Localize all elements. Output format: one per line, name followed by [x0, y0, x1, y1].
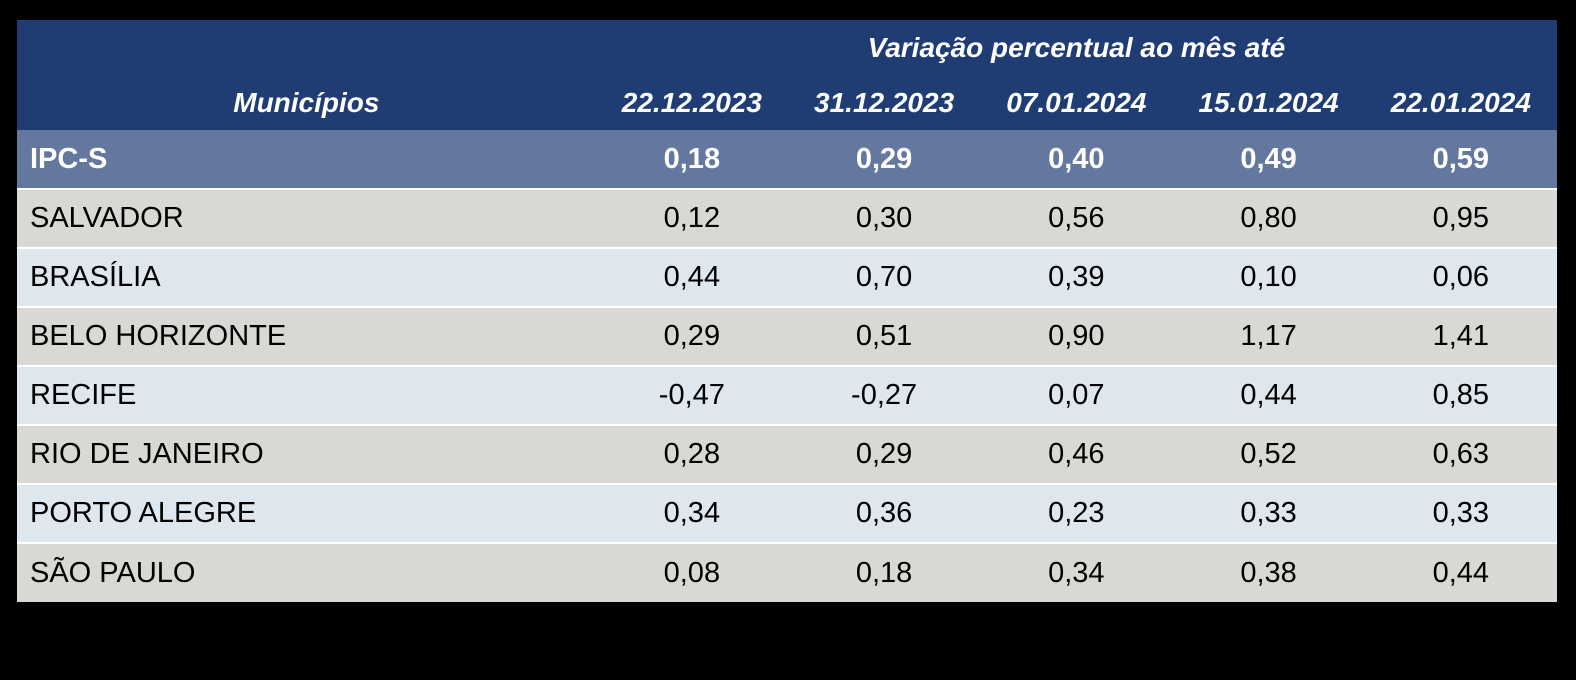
table-row: BELO HORIZONTE 0,29 0,51 0,90 1,17 1,41 [17, 307, 1557, 366]
table-cell: 0,38 [1240, 556, 1297, 589]
table-cell: 0,33 [1432, 497, 1490, 529]
table-cell: 1,17 [1240, 320, 1297, 352]
row-label: SALVADOR [30, 202, 184, 234]
column-header-date-3: 07.01.2024 [980, 75, 1173, 130]
table-cell: 0,08 [663, 556, 721, 589]
column-header-date-1: 22.12.2023 [595, 75, 788, 130]
table-cell: 0,90 [1048, 320, 1105, 352]
table-cell: 0,29 [855, 438, 913, 470]
column-header-row: Municípios 22.12.2023 31.12.2023 07.01.2… [17, 75, 1557, 130]
table-cell: 0,70 [855, 261, 913, 293]
table-cell: 0,07 [1048, 379, 1105, 411]
table-cell: 0,44 [1240, 379, 1297, 411]
table-cell: 0,18 [855, 556, 913, 589]
table-cell: 0,95 [1432, 202, 1490, 234]
column-header-date-2: 31.12.2023 [787, 75, 981, 130]
table-cell: 0,49 [1240, 142, 1297, 175]
table-row: SALVADOR 0,12 0,30 0,56 0,80 0,95 [17, 189, 1557, 248]
table-cell: 0,56 [1048, 202, 1105, 234]
table-cell: 0,39 [1048, 261, 1105, 293]
table-row: BRASÍLIA 0,44 0,70 0,39 0,10 0,06 [17, 248, 1557, 307]
table-row: PORTO ALEGRE 0,34 0,36 0,23 0,33 0,33 [17, 484, 1557, 543]
table-cell: 0,80 [1240, 202, 1297, 234]
table-cell: 0,18 [663, 142, 721, 175]
table-cell: 0,06 [1432, 261, 1490, 293]
table-cell: 0,12 [663, 202, 721, 234]
table-title: Variação percentual ao mês até [595, 20, 1557, 75]
row-label: IPC-S [30, 142, 108, 175]
table-cell: 0,23 [1048, 497, 1105, 529]
row-label: BRASÍLIA [30, 261, 161, 293]
table-row: RIO DE JANEIRO 0,28 0,29 0,46 0,52 0,63 [17, 425, 1557, 484]
row-label: PORTO ALEGRE [30, 497, 257, 529]
table-cell: 0,44 [1432, 556, 1490, 589]
column-header-date-5: 22.01.2024 [1364, 75, 1557, 130]
column-header-date-4: 15.01.2024 [1172, 75, 1365, 130]
ipcs-variation-table: Variação percentual ao mês até Município… [17, 20, 1557, 602]
table-cell: 0,40 [1048, 142, 1105, 175]
column-header-municipios: Municípios [17, 75, 596, 130]
table-cell: 0,44 [663, 261, 721, 293]
table-cell: -0,27 [851, 379, 918, 411]
table-cell: 0,85 [1432, 379, 1490, 411]
table-cell: 0,63 [1432, 438, 1490, 470]
table-cell: 0,34 [663, 497, 721, 529]
table-cell: 0,10 [1240, 261, 1297, 293]
table-row: RECIFE -0,47 -0,27 0,07 0,44 0,85 [17, 366, 1557, 425]
row-label: RECIFE [30, 379, 137, 411]
table-cell: -0,47 [658, 379, 725, 411]
row-label: SÃO PAULO [30, 556, 196, 589]
table-cell: 0,59 [1432, 142, 1490, 175]
row-label: RIO DE JANEIRO [30, 438, 264, 470]
table-title-row: Variação percentual ao mês até [17, 20, 1557, 75]
table-cell: 1,41 [1432, 320, 1490, 352]
table-cell: 0,33 [1240, 497, 1297, 529]
table-body: IPC-S 0,18 0,29 0,40 0,49 0,59 SALVADOR … [17, 130, 1557, 602]
table-cell: 0,51 [855, 320, 913, 352]
row-label: BELO HORIZONTE [30, 320, 287, 352]
table-cell: 0,34 [1048, 556, 1105, 589]
table-header: Variação percentual ao mês até Município… [17, 20, 1557, 130]
table-row: IPC-S 0,18 0,29 0,40 0,49 0,59 [17, 130, 1557, 189]
table-cell: 0,52 [1240, 438, 1297, 470]
table-cell: 0,46 [1048, 438, 1105, 470]
table-row: SÃO PAULO 0,08 0,18 0,34 0,38 0,44 [17, 543, 1557, 602]
table-cell: 0,30 [855, 202, 913, 234]
table-cell: 0,36 [855, 497, 913, 529]
header-corner-cell [17, 20, 596, 75]
table-cell: 0,28 [663, 438, 721, 470]
table-cell: 0,29 [663, 320, 721, 352]
table-cell: 0,29 [855, 142, 913, 175]
